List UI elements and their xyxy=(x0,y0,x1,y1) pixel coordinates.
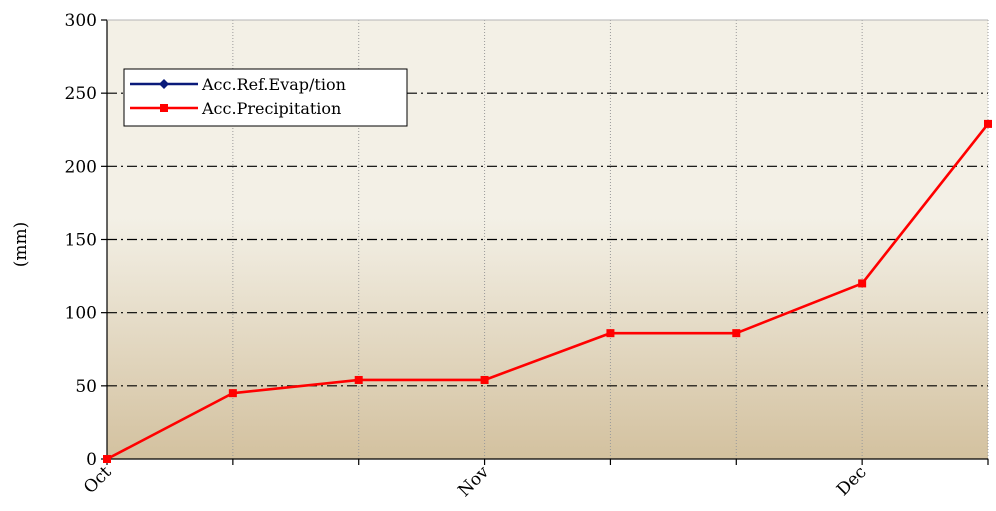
y-tick-label: 50 xyxy=(75,377,97,397)
data-point xyxy=(480,375,489,384)
y-tick-label: 100 xyxy=(65,304,97,324)
data-point xyxy=(984,119,992,128)
y-tick-label: 250 xyxy=(65,84,97,104)
x-tick-label: Nov xyxy=(454,462,493,501)
horizontal-gridlines xyxy=(107,92,988,387)
data-point xyxy=(103,455,111,463)
axes xyxy=(101,19,989,465)
data-point xyxy=(354,375,363,384)
data-point xyxy=(606,329,615,338)
series-line xyxy=(106,123,990,461)
data-point xyxy=(858,279,867,288)
legend-box xyxy=(123,68,408,127)
series-layer xyxy=(103,119,992,463)
y-tick-label: 0 xyxy=(86,450,97,470)
legend-label: Acc.Ref.Evap/tion xyxy=(201,75,346,94)
x-tick-labels: Oct Nov Dec xyxy=(80,462,871,501)
legend: Acc.Ref.Evap/tion Acc.Precipitation xyxy=(123,68,408,127)
legend-label: Acc.Precipitation xyxy=(201,99,341,118)
y-tick-labels: 0 50 100 150 200 250 300 xyxy=(65,11,97,470)
data-point xyxy=(228,389,237,398)
y-tick-label: 300 xyxy=(65,11,97,31)
y-tick-label: 200 xyxy=(65,157,97,177)
y-axis-title: (mm) xyxy=(11,222,31,268)
legend-marker-square xyxy=(160,104,168,112)
x-tick-label: Dec xyxy=(833,462,871,500)
y-tick-label: 150 xyxy=(65,231,97,251)
data-point xyxy=(732,329,741,338)
legend-marker-diamond xyxy=(159,79,169,89)
